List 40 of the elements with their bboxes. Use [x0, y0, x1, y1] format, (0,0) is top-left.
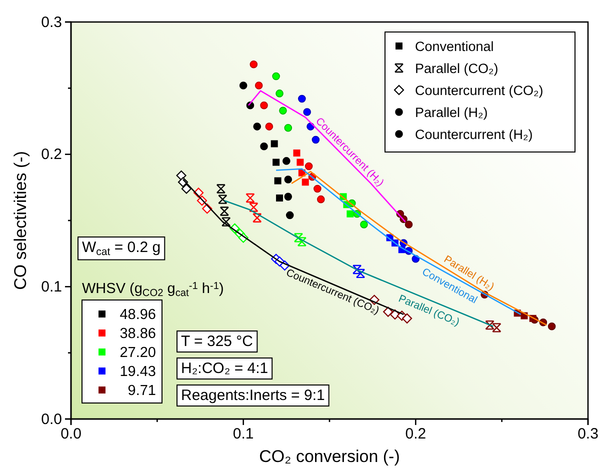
- point: [279, 106, 287, 115]
- y-tick-label: 0.1: [41, 278, 62, 296]
- x-tick-label: 0.2: [405, 426, 426, 443]
- annotation: Reagents:Inerts = 9:1: [181, 387, 325, 404]
- legend-label: Parallel (CO₂): [415, 61, 498, 76]
- annotation: H₂:CO₂ = 4:1: [181, 360, 268, 377]
- point: [298, 94, 306, 103]
- point: [548, 322, 556, 330]
- point: [284, 124, 292, 132]
- x-axis-title: CO₂ conversion (-): [259, 447, 400, 466]
- point: [216, 184, 226, 194]
- legend-title: WHSV (g$_{CO2}$ g$_{cat}$$^{-1}$ h$^{-1}$): [82, 281, 224, 298]
- point: [220, 206, 229, 216]
- legend-label: 9.71: [128, 383, 156, 399]
- point: [181, 184, 192, 194]
- point: [276, 90, 284, 98]
- legend-label: Countercurrent (H₂): [415, 127, 533, 142]
- legend-label: 38.86: [120, 326, 156, 342]
- legend-label: 19.43: [120, 364, 156, 380]
- point: [222, 217, 231, 226]
- point: [218, 194, 228, 204]
- point: [383, 306, 394, 317]
- x-tick-label: 0.3: [578, 426, 598, 443]
- legend-label: Conventional: [415, 39, 494, 54]
- point: [303, 108, 311, 116]
- point: [272, 72, 280, 80]
- legend-label: Countercurrent (CO₂): [415, 83, 544, 98]
- x-tick-label: 0.0: [60, 426, 82, 443]
- y-axis-title: CO selectivities (-): [11, 151, 30, 290]
- line-series: [224, 200, 494, 328]
- x-tick-label: 0.1: [232, 426, 254, 443]
- y-tick-label: 0.2: [41, 146, 62, 164]
- annotation: T = 325 °C: [181, 333, 254, 350]
- point: [402, 313, 412, 324]
- y-tick-label: 0.0: [41, 410, 62, 428]
- legend-label: 27.20: [120, 345, 156, 361]
- legend-label: Parallel (H₂): [415, 105, 488, 120]
- y-tick-label: 0.3: [41, 14, 62, 31]
- annotation: W$_{cat}$ = 0.2 g: [82, 239, 161, 258]
- legend-label: 48.96: [120, 307, 156, 323]
